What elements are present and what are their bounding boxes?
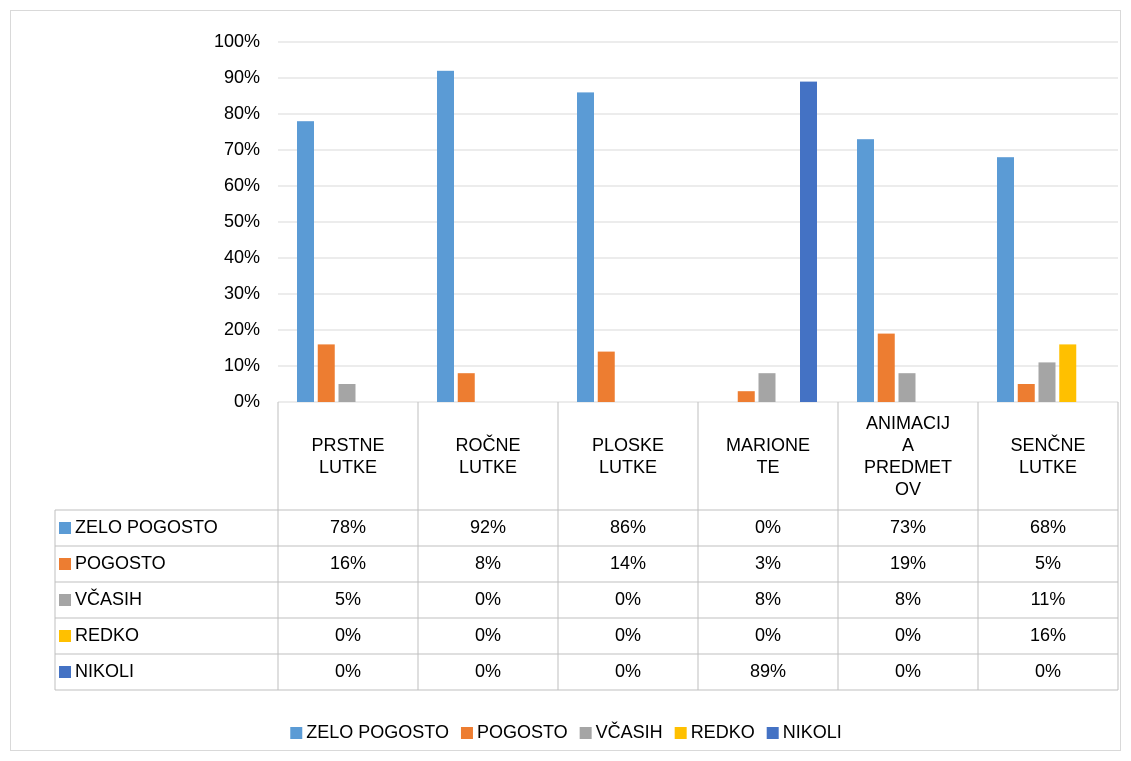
table-value: 73% (890, 517, 926, 537)
category-label: MARIONETE (725, 435, 810, 477)
legend-key (59, 666, 71, 678)
category-label: ROČNE LUTKE (455, 435, 521, 477)
bar (877, 333, 895, 402)
legend-label: REDKO (691, 722, 755, 742)
row-label: VČASIH (75, 588, 142, 609)
bar (857, 139, 874, 402)
table-value: 0% (615, 661, 641, 681)
table-value: 8% (895, 589, 921, 609)
bar (997, 157, 1014, 402)
table-value: 0% (475, 589, 501, 609)
table-value: 0% (615, 625, 641, 645)
y-tick-label: 30% (224, 283, 260, 303)
bar (1038, 362, 1056, 402)
bar (898, 373, 916, 402)
table-value: 0% (755, 625, 781, 645)
legend-key (59, 558, 71, 570)
table-value: 0% (475, 661, 501, 681)
category-label: PRSTNE LUTKE (311, 435, 385, 477)
legend-key (290, 727, 303, 739)
table-value: 8% (475, 553, 501, 573)
bar (800, 81, 817, 402)
table-value: 78% (330, 517, 366, 537)
table-value: 16% (330, 553, 366, 573)
bar (1017, 384, 1035, 402)
y-tick-label: 20% (224, 319, 260, 339)
category-label: ANIMACIJA PREDMETOV (863, 413, 952, 499)
table-value: 0% (335, 661, 361, 681)
legend-label: NIKOLI (783, 722, 842, 742)
y-tick-label: 40% (224, 247, 260, 267)
table-value: 0% (755, 517, 781, 537)
table-value: 0% (1035, 661, 1061, 681)
category-label: PLOSKE LUTKE (591, 435, 665, 477)
row-label: ZELO POGOSTO (75, 517, 218, 537)
y-tick-label: 90% (224, 67, 260, 87)
table-value: 92% (470, 517, 506, 537)
row-label: REDKO (75, 625, 139, 645)
legend-label: POGOSTO (477, 722, 568, 742)
legend-key (579, 727, 592, 739)
table-value: 0% (335, 625, 361, 645)
bar (1059, 344, 1077, 402)
chart-border (10, 10, 1121, 751)
legend-key (59, 630, 71, 642)
y-tick-label: 100% (214, 31, 260, 51)
row-label: POGOSTO (75, 553, 166, 573)
category-label: SENČNE LUTKE (1010, 435, 1086, 477)
table-value: 86% (610, 517, 646, 537)
bar (437, 70, 454, 403)
table-value: 89% (750, 661, 786, 681)
y-tick-label: 70% (224, 139, 260, 159)
y-tick-label: 0% (234, 391, 260, 411)
table-value: 68% (1030, 517, 1066, 537)
legend-label: ZELO POGOSTO (306, 722, 449, 742)
legend-key (674, 727, 687, 739)
table-value: 0% (895, 625, 921, 645)
y-tick-label: 50% (224, 211, 260, 231)
legend-key (766, 727, 779, 739)
legend-label: VČASIH (596, 721, 663, 742)
table-value: 8% (755, 589, 781, 609)
table-value: 14% (610, 553, 646, 573)
bar (577, 92, 594, 403)
table-value: 11% (1031, 589, 1066, 609)
legend-key (59, 522, 71, 534)
bar (457, 373, 475, 402)
table-value: 0% (895, 661, 921, 681)
table-value: 3% (755, 553, 781, 573)
table-value: 5% (335, 589, 361, 609)
y-tick-label: 10% (224, 355, 260, 375)
table-value: 5% (1035, 553, 1061, 573)
bar (317, 344, 335, 402)
table-value: 0% (475, 625, 501, 645)
y-tick-label: 80% (224, 103, 260, 123)
legend-key (59, 594, 71, 606)
table-value: 19% (890, 553, 926, 573)
bar (597, 351, 615, 402)
bar (758, 373, 776, 402)
y-tick-label: 60% (224, 175, 260, 195)
table-value: 0% (615, 589, 641, 609)
legend-key (460, 727, 473, 739)
table-value: 16% (1030, 625, 1066, 645)
bar (297, 121, 314, 402)
bar (737, 391, 755, 402)
bar (338, 384, 356, 402)
row-label: NIKOLI (75, 661, 134, 681)
